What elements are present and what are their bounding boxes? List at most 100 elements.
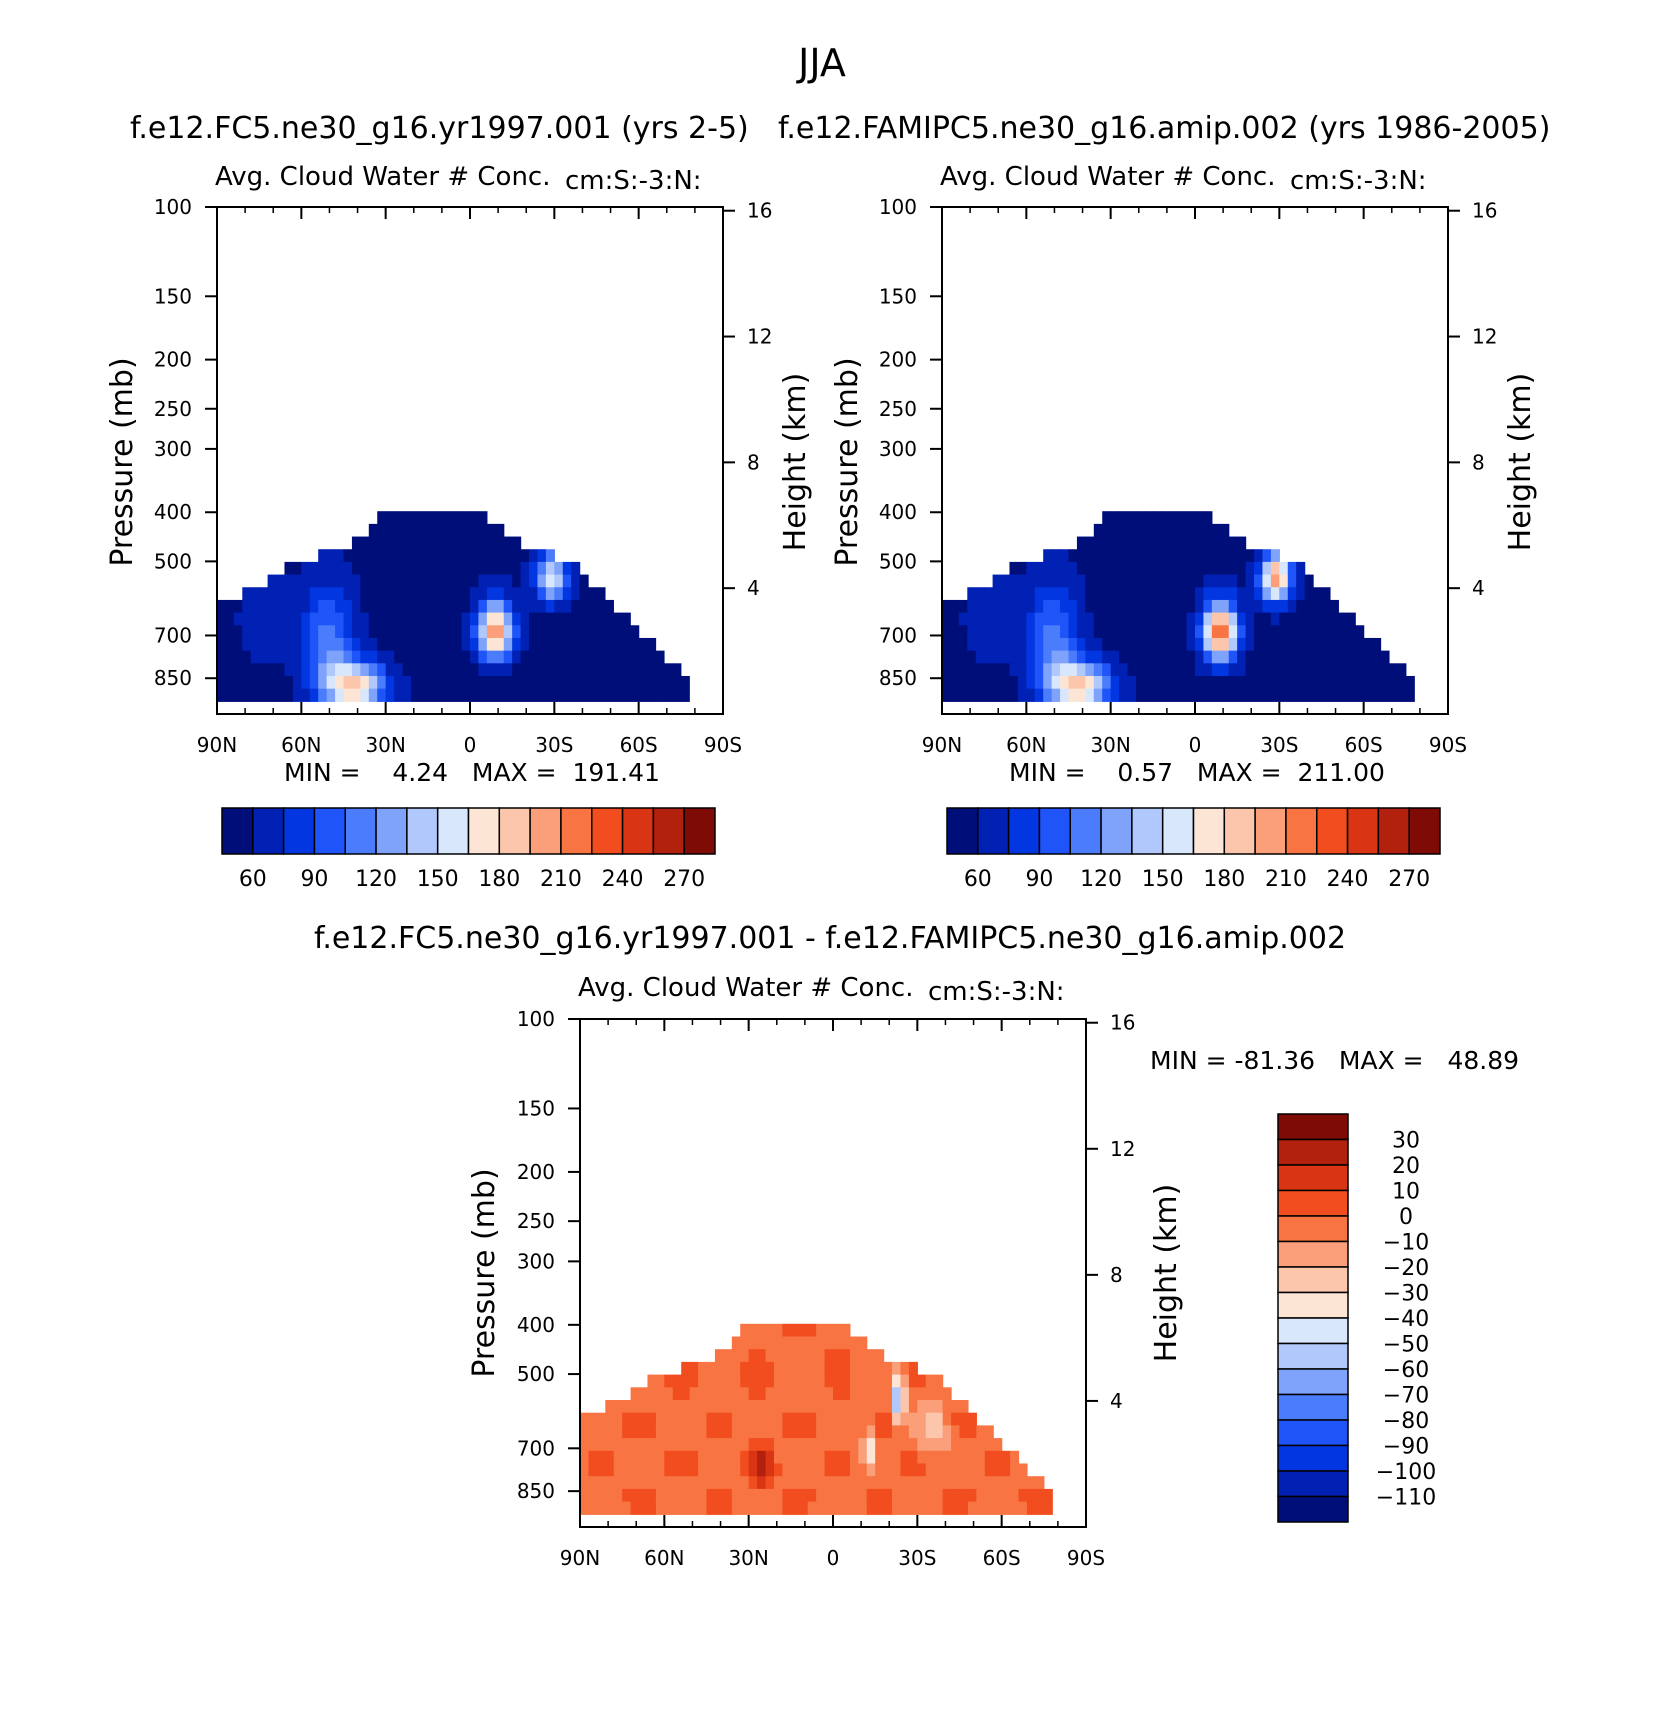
field-cell [799,1463,809,1477]
field-cell [958,637,968,652]
field-cell [773,1323,783,1338]
field-cell [486,637,496,652]
field-cell [1329,688,1339,702]
field-cell [1017,688,1027,702]
field-cell [1262,688,1272,702]
field-cell [1211,523,1221,538]
field-cell [875,1425,885,1439]
field-cell [807,1438,817,1452]
colorbar-box [652,807,685,855]
field-cell [757,1450,767,1465]
field-cell [1093,574,1103,588]
field-cell [799,1412,809,1426]
field-cell [723,1361,733,1376]
field-cell [723,1400,733,1414]
field-cell [967,1476,977,1490]
field-cell [1372,663,1382,677]
field-cell [740,1336,750,1350]
field-cell [394,511,404,525]
field-cell [892,1361,902,1376]
field-cell [942,612,952,626]
field-cell [976,1450,986,1465]
field-cell [529,688,539,702]
field-cell [1127,675,1137,690]
field-cell [1001,1463,1011,1477]
field-cell [217,637,227,652]
field-cell [892,1476,902,1490]
field-cell [655,650,665,664]
field-cell [1068,663,1078,677]
field-cell [773,1476,783,1490]
field-cell [967,688,977,702]
field-cell [655,688,665,702]
field-cell [934,1387,944,1401]
field-cell [309,599,319,614]
field-cell [1186,574,1196,588]
field-cell [1119,574,1129,588]
y-tick-label: 200 [154,348,192,372]
field-cell [335,599,345,614]
field-cell [1119,612,1129,626]
field-cell [1093,523,1103,538]
field-cell [410,650,420,664]
field-cell [959,1400,969,1414]
field-cell [714,1400,724,1414]
field-cell [984,1476,994,1490]
field-cell [1001,675,1011,690]
field-cell [444,637,454,652]
field-cell [318,561,328,576]
field-cell [1228,650,1238,664]
field-cell [714,1387,724,1401]
field-cell [1085,574,1095,588]
field-cell [841,1387,851,1401]
field-cell [757,1463,767,1477]
colorbar-label: 10 [1392,1180,1420,1205]
colorbar-box [498,807,531,855]
field-cell [419,637,429,652]
field-cell [571,637,581,652]
field-cell [588,675,598,690]
field-cell [1178,688,1188,702]
field-cell [1211,637,1221,652]
field-cell [1119,599,1129,614]
field-cell [242,625,252,639]
field-cell [622,1450,632,1465]
field-cell [486,574,496,588]
field-cell [723,1488,733,1503]
field-cell [1296,599,1306,614]
field-cell [1102,536,1112,550]
field-cell [1135,688,1145,702]
field-cell [1102,650,1112,664]
field-cell [740,1374,750,1388]
field-cell [833,1349,843,1363]
field-cell [1085,549,1095,563]
field-cell [942,1488,952,1503]
field-cell [545,663,555,677]
field-cell [833,1463,843,1477]
field-cell [1195,599,1205,614]
field-cell [427,561,437,576]
field-cell [250,688,260,702]
x-tick-label: 90N [560,1546,600,1570]
field-cell [841,1361,851,1376]
field-cell [318,637,328,652]
colorbar-label: −40 [1383,1307,1429,1332]
field-cell [689,1412,699,1426]
field-cell [520,599,530,614]
field-cell [992,688,1002,702]
field-cell [1313,637,1323,652]
field-cell [993,1463,1003,1477]
field-cell [1085,612,1095,626]
field-cell [529,625,539,639]
field-cell [917,1488,927,1503]
field-cell [520,675,530,690]
x-tick-label: 90N [197,733,237,757]
field-cell [1102,561,1112,576]
field-cell [596,612,606,626]
field-cell [368,523,378,538]
field-cell [470,650,480,664]
field-cell [1017,650,1027,664]
field-cell [958,650,968,664]
field-cell [731,1463,741,1477]
field-cell [453,625,463,639]
